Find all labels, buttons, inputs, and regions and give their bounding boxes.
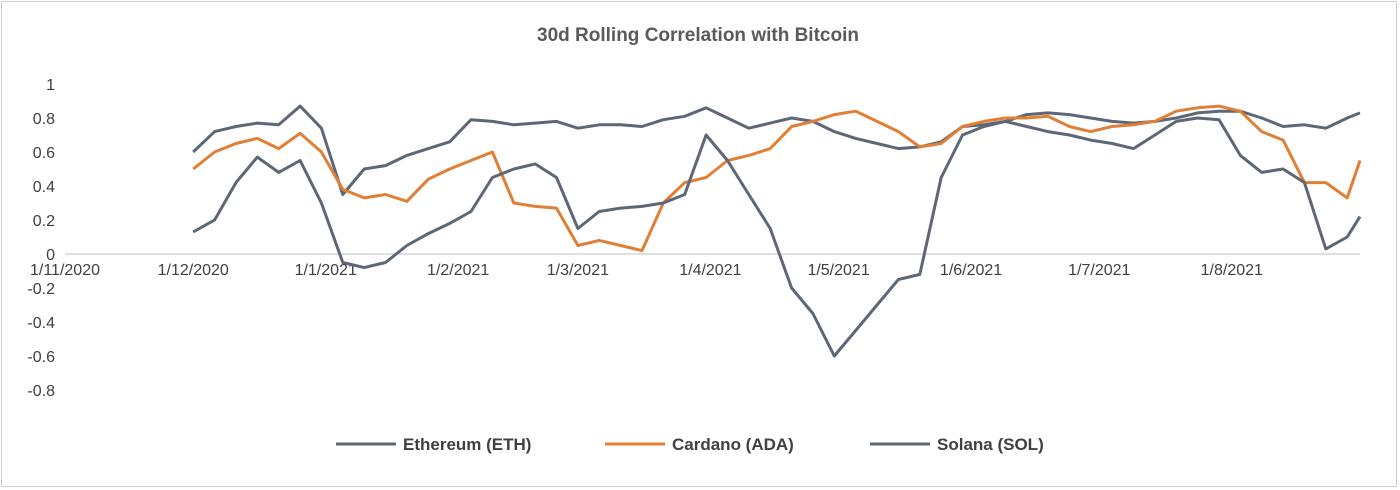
y-axis-ticks: 1 0.8 0.6 0.4 0.2 0 -0.2 -0.4 -0.6 -0.8 [27, 77, 55, 400]
x-tick-label: 1/12/2020 [158, 262, 229, 279]
x-tick-label: 1/11/2020 [30, 262, 100, 279]
legend-label-sol: Solana (SOL) [937, 435, 1044, 454]
x-tick-label: 1/8/2021 [1201, 262, 1263, 279]
y-tick-label: -0.4 [27, 315, 55, 332]
series-line-eth [192, 104, 1361, 196]
y-tick-label: -0.2 [27, 281, 55, 298]
x-tick-label: 1/3/2021 [547, 262, 609, 279]
x-tick-label: 1/4/2021 [679, 262, 741, 279]
legend-label-ada: Cardano (ADA) [672, 435, 794, 454]
series-lines [192, 104, 1362, 358]
y-tick-label: -0.8 [27, 383, 55, 400]
x-tick-label: 1/1/2021 [295, 262, 357, 279]
chart-title: 30d Rolling Correlation with Bitcoin [537, 25, 859, 46]
legend-label-eth: Ethereum (ETH) [403, 435, 531, 454]
x-tick-label: 1/5/2021 [807, 262, 869, 279]
y-tick-label: 1 [46, 77, 55, 94]
x-tick-label: 1/6/2021 [940, 262, 1002, 279]
y-tick-label: 0.4 [33, 179, 55, 196]
y-tick-label: 0.6 [33, 145, 55, 162]
series-line-ada [192, 104, 1362, 253]
series-line-sol [192, 116, 1362, 358]
legend: Ethereum (ETH) Cardano (ADA) Solana (SOL… [336, 435, 1044, 454]
y-tick-label: 0 [46, 247, 55, 264]
x-axis-ticks: 1/11/2020 1/12/2020 1/1/2021 1/2/2021 1/3/20… [30, 262, 1263, 279]
y-tick-label: 0.8 [33, 111, 55, 128]
x-tick-label: 1/2/2021 [427, 262, 489, 279]
y-tick-label: 0.2 [33, 213, 55, 230]
x-tick-label: 1/7/2021 [1068, 262, 1130, 279]
y-tick-label: -0.6 [27, 349, 55, 366]
